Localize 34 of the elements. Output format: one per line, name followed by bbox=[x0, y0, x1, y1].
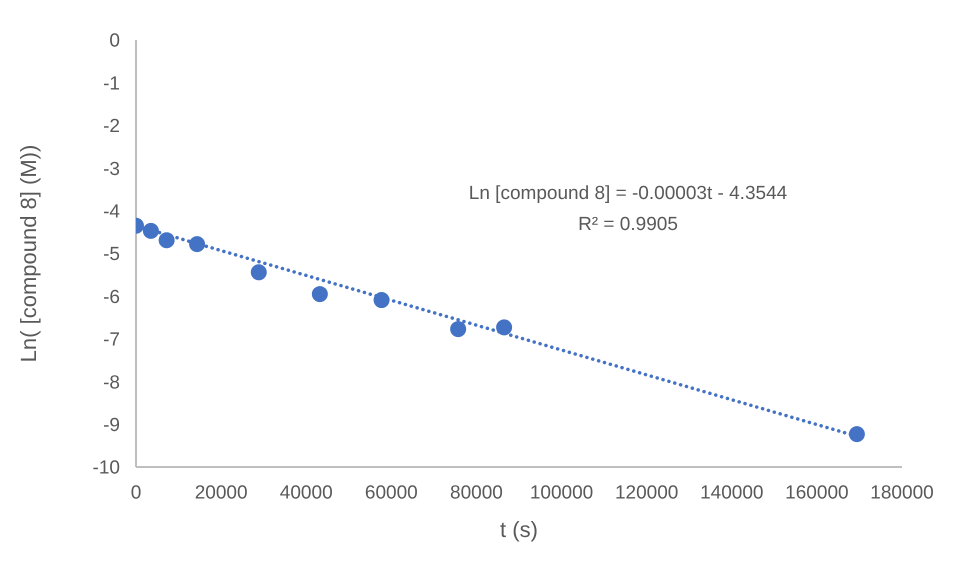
y-tick-label: 0 bbox=[109, 30, 120, 52]
point bbox=[374, 292, 390, 308]
y-tick-label: -7 bbox=[103, 330, 120, 351]
y-tick-label: -8 bbox=[103, 372, 120, 394]
x-tick-label: 20000 bbox=[194, 482, 248, 504]
point bbox=[450, 321, 466, 338]
x-tick-label: 60000 bbox=[364, 482, 418, 504]
x-tick-label: 80000 bbox=[450, 482, 503, 504]
point bbox=[250, 264, 267, 280]
point bbox=[142, 222, 159, 239]
point bbox=[312, 286, 328, 302]
x-axis-title: t (s) bbox=[500, 517, 538, 542]
y-tick-label: -2 bbox=[103, 116, 120, 138]
x-tick-label: 140000 bbox=[700, 482, 764, 504]
x-tick-label: 160000 bbox=[785, 482, 849, 504]
y-tick-label: -5 bbox=[103, 244, 120, 266]
y-tick-label: -4 bbox=[103, 202, 120, 223]
point bbox=[496, 319, 512, 336]
x-tick-label: 100000 bbox=[530, 482, 594, 504]
x-tick-label: 0 bbox=[130, 482, 142, 504]
y-tick-label: -10 bbox=[92, 458, 120, 479]
annotation: R² = 0.9905 bbox=[577, 213, 679, 237]
y-tick-label: -3 bbox=[103, 158, 120, 180]
point bbox=[848, 426, 865, 442]
x-tick-label: 40000 bbox=[280, 482, 333, 504]
point bbox=[158, 232, 175, 248]
point bbox=[189, 236, 206, 252]
y-tick-label: -9 bbox=[103, 415, 120, 436]
x-tick-label: 180000 bbox=[870, 482, 934, 504]
x-tick-label: 120000 bbox=[614, 482, 678, 504]
y-axis-title: Ln( [compound 8] (M)) bbox=[16, 144, 41, 362]
annotation: Ln [compound 8] = -0.00003t - 4.3544 bbox=[468, 182, 788, 206]
y-tick-label: -1 bbox=[103, 73, 120, 94]
y-tick-label: -6 bbox=[103, 286, 120, 308]
